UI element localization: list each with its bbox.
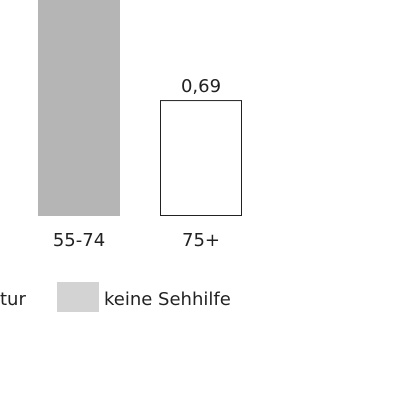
legend: tur keine Sehhilfe (0, 282, 231, 312)
bar-75-series-0 (160, 100, 242, 216)
labels-layer: 0,69 (181, 76, 221, 97)
bars-layer (38, 0, 242, 217)
x-tick-label-75: 75+ (182, 230, 220, 251)
legend-label-keine-sehhilfe: keine Sehhilfe (104, 289, 231, 310)
ticks-layer: 55-74 75+ (53, 230, 220, 251)
legend-label-tur: tur (0, 289, 26, 310)
x-tick-label-5574: 55-74 (53, 230, 105, 251)
value-label-75: 0,69 (181, 76, 221, 97)
bar-5574-series-1 (38, 0, 120, 217)
legend-swatch-keine-sehhilfe (57, 282, 99, 312)
